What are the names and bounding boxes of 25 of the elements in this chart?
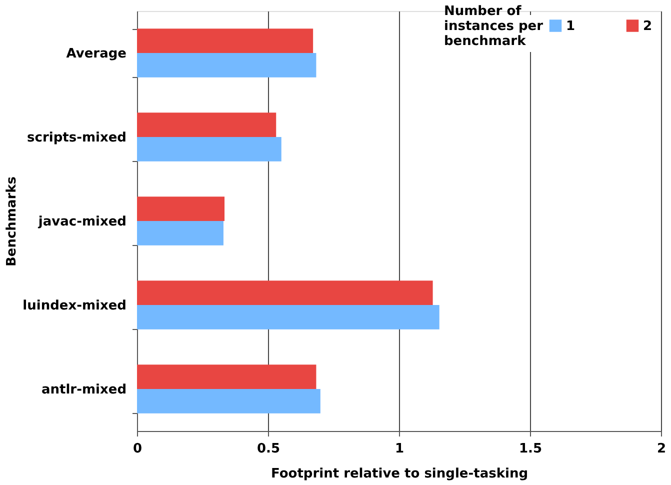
bar [137,28,314,53]
y-tick-label: javac-mixed [37,214,126,230]
bar [137,280,433,305]
bar [137,53,316,78]
y-tick-label: scripts-mixed [27,130,126,146]
bar [137,305,440,330]
bar [137,112,276,137]
bar [137,196,225,221]
x-tick-label: 1 [394,442,404,456]
x-tick-label: 0 [132,442,142,456]
x-tick-label: 2 [656,442,666,456]
y-tick-label: luindex-mixed [22,298,126,314]
bar [137,389,320,414]
x-axis-title: Footprint relative to single-tasking [270,466,528,482]
x-tick-label: 1.5 [518,442,542,456]
legend-label: 2 [643,18,652,34]
y-tick-label: antlr-mixed [41,382,126,398]
y-axis-title: Benchmarks [4,176,20,267]
bar [137,364,316,389]
x-tick-label: 0.5 [256,442,280,456]
bar [137,137,282,162]
bar [137,221,224,246]
legend-title: Number of instances per benchmark [444,4,544,49]
legend-label: 1 [566,18,576,34]
y-tick-label: Average [66,46,127,62]
